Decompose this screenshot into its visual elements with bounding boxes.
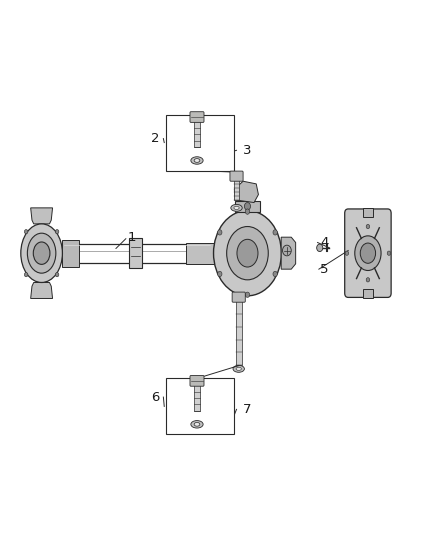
- Ellipse shape: [231, 205, 242, 211]
- Text: 1: 1: [127, 231, 136, 244]
- Bar: [236, 301, 242, 365]
- Circle shape: [218, 271, 222, 277]
- Text: 7: 7: [243, 403, 252, 416]
- Ellipse shape: [191, 157, 203, 164]
- Ellipse shape: [213, 211, 281, 296]
- Polygon shape: [31, 208, 53, 224]
- Text: 5: 5: [320, 263, 328, 276]
- Bar: [194, 385, 200, 411]
- Circle shape: [317, 244, 323, 252]
- Polygon shape: [31, 282, 53, 298]
- Circle shape: [55, 230, 59, 234]
- Ellipse shape: [237, 239, 258, 267]
- FancyBboxPatch shape: [190, 376, 204, 386]
- FancyBboxPatch shape: [345, 209, 391, 297]
- Polygon shape: [234, 181, 258, 203]
- Text: 6: 6: [151, 391, 160, 403]
- Circle shape: [55, 272, 59, 277]
- Circle shape: [25, 230, 28, 234]
- Circle shape: [273, 271, 277, 277]
- Text: 4: 4: [320, 236, 328, 249]
- FancyBboxPatch shape: [190, 112, 204, 123]
- Circle shape: [345, 251, 349, 255]
- Ellipse shape: [360, 243, 375, 263]
- FancyBboxPatch shape: [232, 292, 245, 302]
- Circle shape: [273, 230, 277, 235]
- Circle shape: [245, 292, 250, 297]
- Bar: [166, 115, 234, 171]
- Ellipse shape: [226, 227, 268, 280]
- Ellipse shape: [33, 242, 50, 264]
- Text: 3: 3: [243, 144, 252, 157]
- Circle shape: [366, 224, 370, 229]
- Ellipse shape: [194, 423, 200, 426]
- Ellipse shape: [191, 421, 203, 428]
- Circle shape: [387, 251, 391, 255]
- Bar: [194, 122, 200, 147]
- Polygon shape: [235, 201, 260, 212]
- Bar: [234, 180, 239, 200]
- Ellipse shape: [27, 233, 56, 273]
- Ellipse shape: [234, 206, 239, 209]
- Ellipse shape: [355, 236, 381, 271]
- Ellipse shape: [21, 224, 62, 282]
- Bar: [363, 289, 373, 298]
- Ellipse shape: [236, 367, 241, 370]
- Circle shape: [244, 203, 251, 210]
- Bar: [129, 238, 142, 268]
- Bar: [166, 378, 234, 434]
- Circle shape: [283, 245, 291, 256]
- Text: 2: 2: [151, 132, 160, 145]
- Ellipse shape: [233, 366, 244, 372]
- Circle shape: [25, 272, 28, 277]
- Polygon shape: [62, 240, 79, 266]
- FancyBboxPatch shape: [230, 171, 243, 181]
- Circle shape: [218, 230, 222, 235]
- Circle shape: [366, 278, 370, 282]
- Ellipse shape: [194, 159, 200, 163]
- Circle shape: [245, 209, 250, 214]
- Polygon shape: [186, 243, 214, 264]
- Polygon shape: [281, 237, 296, 269]
- Bar: [363, 208, 373, 217]
